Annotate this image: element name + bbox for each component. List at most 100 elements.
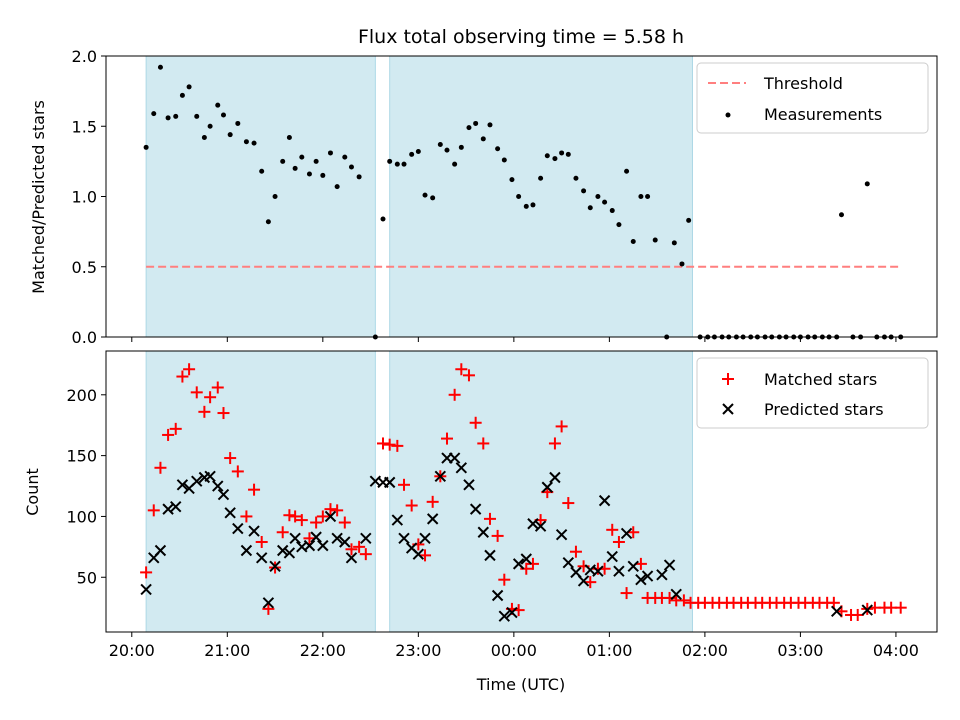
- bottom-y-axis-label: Count: [23, 468, 42, 516]
- predicted-star-point: [455, 462, 468, 474]
- predicted-star-point: [345, 552, 358, 564]
- measurement-point: [286, 134, 292, 140]
- bottom-observing-windows: [145, 350, 693, 633]
- x-tick-label: 21:00: [204, 641, 250, 660]
- measurement-point: [157, 64, 163, 70]
- measurement-point: [173, 113, 179, 119]
- matched-star-point: [562, 497, 575, 510]
- measurement-point: [401, 161, 407, 167]
- predicted-star-point: [317, 539, 329, 552]
- measurement-point: [259, 168, 265, 174]
- x-tick-label: 22:00: [300, 641, 346, 660]
- measurement-point: [487, 122, 493, 128]
- x-tick-label: 00:00: [491, 641, 537, 660]
- measurement-point: [356, 174, 362, 180]
- measurement-point: [523, 203, 529, 209]
- matched-star-point: [455, 363, 468, 376]
- predicted-star-point: [412, 548, 425, 560]
- matched-star-point: [677, 594, 690, 607]
- matched-star-point: [324, 503, 337, 516]
- predicted-star-point: [140, 583, 152, 596]
- x-tick-label: 04:00: [873, 641, 919, 660]
- matched-star-point: [469, 416, 482, 429]
- top-x-ticks: [131, 337, 897, 342]
- measurement-point: [686, 217, 692, 223]
- predicted-star-point: [240, 544, 253, 557]
- predicted-star-point: [520, 553, 532, 565]
- x-tick-label: 01:00: [586, 641, 632, 660]
- predicted-star-point: [663, 559, 676, 571]
- matched-star-point: [345, 543, 358, 556]
- matched-star-point: [606, 523, 619, 536]
- measurement-point: [437, 142, 443, 148]
- predicted-star-point: [541, 481, 553, 493]
- matched-star-point: [231, 465, 244, 478]
- predicted-star-point: [331, 532, 343, 545]
- matched-star-point: [620, 587, 633, 600]
- measurement-point: [838, 212, 844, 218]
- measurement-point: [394, 161, 400, 167]
- top-legend: Threshold Measurements: [696, 62, 929, 134]
- predicted-star-point: [641, 570, 654, 582]
- measurement-point: [299, 154, 305, 160]
- measurement-point: [235, 120, 241, 126]
- x-tick-label: 23:00: [395, 641, 441, 660]
- bottom-panel: 50 100 150 200 20:00 21:00 22:00 23:00 00:00 01:…: [23, 350, 938, 694]
- matched-star-point: [162, 428, 175, 441]
- predicted-star-point: [339, 536, 351, 548]
- predicted-star-point: [534, 520, 547, 532]
- x-tick-label: 02:00: [682, 641, 728, 660]
- measurement-point: [573, 175, 579, 181]
- measurement-point: [630, 238, 636, 244]
- measurement-point: [609, 208, 615, 214]
- measurement-point: [194, 113, 200, 119]
- measurement-point: [473, 120, 479, 126]
- predicted-star-point: [448, 452, 461, 464]
- predicted-star-point: [434, 470, 447, 483]
- measurement-point: [306, 171, 312, 177]
- observing-window: [145, 55, 376, 338]
- measurement-point: [387, 158, 393, 164]
- measurement-point: [251, 140, 257, 146]
- matched-star-point: [262, 602, 275, 615]
- matched-star-point: [548, 437, 561, 450]
- legend-predicted-label: Predicted stars: [764, 400, 884, 419]
- measurement-points: [143, 64, 904, 340]
- matched-star-point: [555, 420, 568, 433]
- matched-star-point: [827, 596, 840, 609]
- predicted-star-point: [419, 532, 431, 545]
- matched-star-point: [405, 499, 418, 512]
- measurement-point: [292, 165, 298, 171]
- matched-star-point: [353, 540, 366, 553]
- predicted-star-point: [224, 507, 236, 519]
- predicted-star-point: [398, 532, 410, 545]
- measurement-point: [458, 144, 464, 150]
- predicted-star-point: [477, 526, 490, 538]
- predicted-star-point: [276, 544, 289, 557]
- legend-matched-label: Matched stars: [764, 370, 877, 389]
- measurement-point: [272, 194, 278, 199]
- matched-star-point: [462, 369, 475, 382]
- matched-star-point: [359, 548, 372, 561]
- measurement-point: [466, 125, 472, 131]
- top-y-ticks: 0.0 0.5 1.0 1.5 2.0: [72, 47, 106, 347]
- predicted-star-point: [255, 552, 268, 564]
- predicted-star-point: [562, 556, 575, 569]
- observing-window: [389, 350, 693, 633]
- matched-star-point: [276, 526, 289, 539]
- predicted-star-point: [469, 503, 482, 515]
- matched-star-point: [183, 363, 196, 376]
- observing-window: [145, 350, 376, 633]
- matched-star-point: [204, 391, 217, 404]
- matched-star-point: [419, 549, 432, 562]
- y-tick-label: 50: [77, 568, 97, 587]
- matched-star-point: [448, 388, 461, 401]
- matched-star-point: [211, 381, 224, 394]
- predicted-star-point: [656, 569, 668, 581]
- matched-star-point: [377, 437, 389, 450]
- matched-star-point: [176, 370, 189, 383]
- matched-star-point: [198, 405, 211, 418]
- predicted-star-point: [598, 494, 611, 507]
- predicted-star-point: [627, 560, 639, 573]
- predicted-star-point: [670, 588, 682, 600]
